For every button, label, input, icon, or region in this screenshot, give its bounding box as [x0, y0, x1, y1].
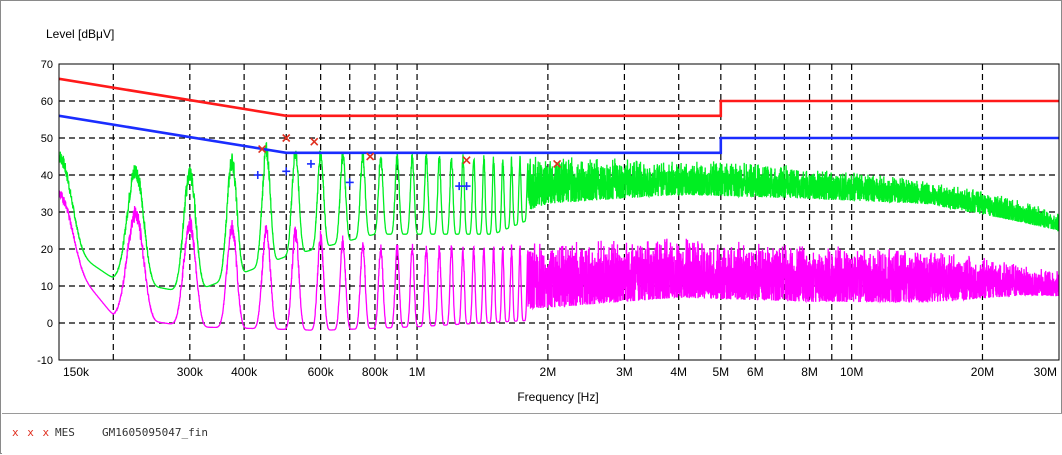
- y-tick-label: 60: [41, 96, 53, 108]
- series: [59, 142, 1059, 331]
- marker-qp: [258, 145, 267, 154]
- marker-qp-stroke: [462, 156, 471, 165]
- y-tick-label: 20: [41, 244, 53, 256]
- x-tick-label: 800k: [362, 365, 389, 379]
- x-tick-label: 5M: [712, 365, 729, 379]
- limit-line-qp: [59, 77, 1059, 118]
- trace-average: [59, 189, 1059, 331]
- marker-qp: [366, 152, 375, 161]
- x-axis-title: Frequency [Hz]: [517, 390, 598, 404]
- marker-avg: [282, 167, 291, 176]
- y-tick-labels: 70 60 50 40 30 20 10 0 -10: [37, 59, 53, 367]
- marker-qp-stroke: [366, 152, 375, 161]
- x-tick-label: 8M: [801, 365, 818, 379]
- limit-lines: [59, 77, 1059, 155]
- limit-line-avg: [59, 114, 1059, 155]
- x-tick-label: 400k: [231, 365, 258, 379]
- legend-bar: x x x MES GM1605095047_fin: [2, 413, 1062, 455]
- y-tick-label: 50: [41, 133, 53, 145]
- legend-marker-glyphs: x x x: [12, 426, 51, 439]
- x-tick-label: 4M: [670, 365, 687, 379]
- x-tick-label: 2M: [540, 365, 557, 379]
- legend-filename: GM1605095047_fin: [102, 426, 208, 439]
- y-tick-label: 40: [41, 170, 53, 182]
- x-tick-label: 10M: [840, 365, 863, 379]
- x-tick-label: 20M: [971, 365, 994, 379]
- legend-label: MES: [55, 426, 75, 439]
- y-tick-label: 10: [41, 281, 53, 293]
- marker-qp-stroke: [282, 133, 291, 143]
- markers: [253, 133, 562, 191]
- marker-qp-stroke: [553, 159, 562, 168]
- marker-qp: [282, 133, 291, 143]
- plot-area-border: [58, 63, 1060, 361]
- x-tick-label: 30M: [1034, 365, 1057, 379]
- marker-avg: [455, 182, 464, 191]
- x-tick-label: 3M: [616, 365, 633, 379]
- x-tick-label: 6M: [747, 365, 764, 379]
- marker-qp-stroke: [258, 145, 267, 154]
- x-tick-labels: 150k 300k 400k 600k 800k 1M 2M 3M 4M 5M 6M 8M 10M 20M…: [63, 365, 1057, 379]
- marker-qp: [310, 137, 319, 146]
- marker-qp: [553, 159, 562, 168]
- emi-chart: Level [dBμV] Frequency [Hz] 70 60 50 40 30 20…: [37, 27, 1060, 404]
- marker-avg: [462, 182, 471, 191]
- x-tick-label: 150k: [63, 365, 90, 379]
- marker-avg: [306, 159, 315, 168]
- trace-peak: [59, 142, 1059, 291]
- marker-qp: [462, 156, 471, 165]
- x-tick-label: 300k: [177, 365, 204, 379]
- x-tick-label: 600k: [308, 365, 335, 379]
- grid: [59, 64, 1059, 360]
- marker-qp-stroke: [310, 137, 319, 146]
- y-axis-title: Level [dBμV]: [46, 27, 114, 41]
- y-tick-label: 30: [41, 207, 53, 219]
- y-tick-label: 0: [47, 318, 53, 330]
- marker-avg: [253, 171, 262, 179]
- marker-avg: [345, 178, 354, 187]
- y-tick-label: -10: [37, 355, 53, 367]
- x-tick-label: 1M: [409, 365, 426, 379]
- y-tick-label: 70: [41, 59, 53, 71]
